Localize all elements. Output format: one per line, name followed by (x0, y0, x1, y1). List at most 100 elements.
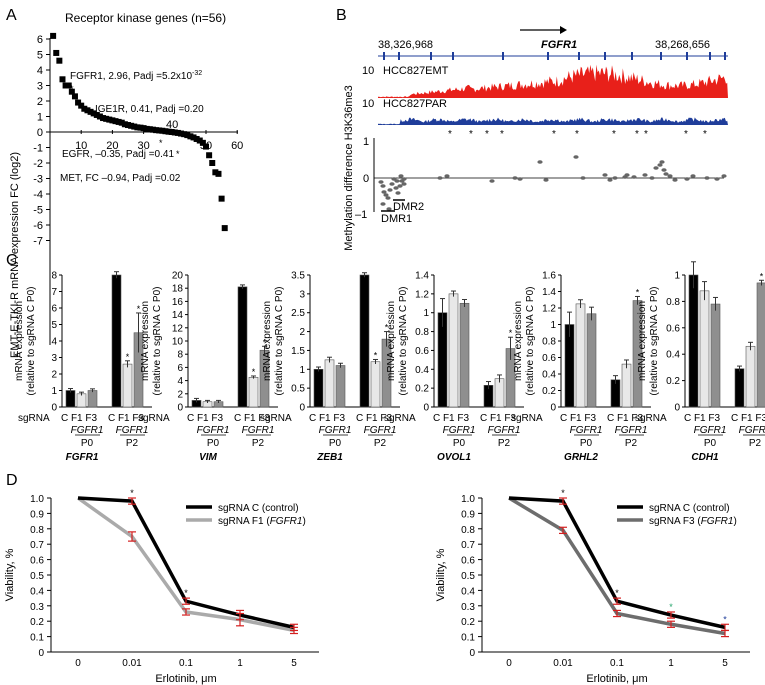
a-point (50, 32, 57, 39)
exon (686, 52, 688, 60)
panel-b: B 38,326,968 FGFR1 38,268,656 10 HCC827E… (336, 7, 728, 251)
a-point (53, 49, 60, 56)
c-ytick-label: 18 (172, 284, 184, 295)
a-point (203, 143, 209, 150)
c-bar (745, 345, 756, 408)
legend-f-gene: FGFR1 (701, 516, 734, 527)
methylation-point (657, 163, 663, 167)
a-ytick-label: 5 (37, 50, 43, 62)
c-cats-p2: C F1 F3 (108, 413, 145, 424)
d-xtick-label: 1 (237, 658, 243, 669)
c-label-p2: P2 (625, 438, 638, 449)
c-ytick-label: 1 (51, 386, 57, 397)
c-bar (248, 376, 259, 408)
a-point (146, 126, 153, 133)
a-point (165, 128, 172, 135)
track-hcc827par (378, 117, 728, 125)
c-bar (122, 363, 133, 408)
d-xtick-label: 1 (668, 658, 674, 669)
d-ytick-label: 0 (38, 648, 44, 659)
methylation-point (394, 179, 400, 183)
a-point (140, 125, 147, 132)
a-point (162, 128, 169, 135)
a-point (112, 118, 119, 125)
c-ytick-label: 0.4 (666, 350, 680, 361)
annotation-met: MET, FC –0.94, Padj =0.02 (60, 173, 181, 184)
c-bar (359, 274, 370, 408)
track1-label: HCC827EMT (383, 65, 449, 77)
annotation-ige1r-marker: * (113, 117, 117, 127)
c-ytick-label: 0.8 (542, 337, 556, 348)
c-ytick-label: 1 (423, 308, 429, 319)
a-point (84, 107, 91, 114)
annotation-fgfr1-marker: * (70, 84, 74, 94)
d-ytick-label: 0.6 (461, 556, 475, 567)
legend-f-label: sgRNA F3 (FGFR1) (649, 516, 737, 527)
panel-a-yticks: 6 5 4 3 2 1 0 -1 -2 -3 -4 -5 -6 -7 (33, 34, 50, 248)
c-ytick-label: 0 (423, 403, 429, 414)
a-point (128, 122, 135, 129)
c-ylabel: mRNA expression(relative to sgRNA C P0) (262, 287, 285, 396)
methylation-point (653, 166, 659, 170)
c-ytick-label: 12 (172, 323, 184, 334)
methylation-point (437, 176, 443, 180)
a-point (149, 126, 156, 133)
c-ylabel-line1: mRNA expression (140, 301, 151, 381)
methylation-point (385, 196, 391, 200)
significance-star: * (612, 129, 616, 140)
methylation-point (383, 193, 389, 197)
a-point (78, 102, 85, 109)
a-point (137, 124, 144, 131)
a-point (96, 113, 103, 120)
a-ytick-label: 1 (37, 112, 43, 124)
a-point (178, 130, 185, 137)
c-bar (237, 286, 248, 408)
a-point (90, 110, 97, 117)
significance-star: * (552, 129, 556, 140)
c-ytick-label: 2 (177, 389, 183, 400)
methylation-point (401, 177, 407, 181)
methylation-point (489, 179, 495, 183)
c-ytick-label: 0.4 (542, 370, 556, 381)
c-bar (87, 390, 98, 408)
a-ytick-label: -7 (33, 236, 43, 248)
d-xtick-label: 5 (291, 658, 297, 669)
c-ylabel-line1: mRNA expression (637, 301, 648, 381)
d-xtick-label: 0 (506, 658, 512, 669)
c-label-p2: P2 (498, 438, 511, 449)
d-xtick-label: 0.01 (553, 658, 573, 669)
methylation-points (378, 155, 727, 211)
c-ytick-label: 4 (51, 337, 57, 348)
c-bar (335, 365, 346, 408)
d-star: * (723, 614, 727, 624)
d-xtick-label: 0 (75, 658, 81, 669)
methylation-point (537, 160, 543, 164)
c-star: * (263, 337, 267, 347)
exon (452, 52, 454, 60)
c-bar (494, 378, 505, 408)
c-gene-p2: FGFR1 (615, 425, 648, 436)
methylation-point (659, 160, 665, 164)
a-ytick-label: -4 (33, 189, 43, 201)
methylation-point (661, 168, 667, 172)
c-ytick-label: 1 (674, 271, 680, 282)
a-point (59, 76, 66, 83)
a-xtick-label: 20 (106, 140, 118, 152)
direction-arrow-head (560, 26, 567, 34)
c-ytick-label: 2 (51, 370, 57, 381)
c-star: * (252, 367, 256, 377)
c-star: * (385, 323, 389, 333)
c-star: * (760, 271, 764, 281)
a-point (121, 121, 128, 128)
d-ytick-label: 0.1 (30, 633, 44, 644)
d-star: * (184, 588, 188, 598)
legend-control-label: sgRNA C (control) (649, 503, 730, 514)
a-point (209, 160, 216, 166)
c-bar (459, 302, 470, 408)
c-cats-p2: C F1 F3 (607, 413, 644, 424)
c-label-p2: P2 (252, 438, 265, 449)
methylation-point (387, 188, 393, 192)
a-point (168, 129, 175, 135)
c-cats-p2: C F1 F3 (356, 413, 393, 424)
methylation-point (398, 174, 404, 178)
